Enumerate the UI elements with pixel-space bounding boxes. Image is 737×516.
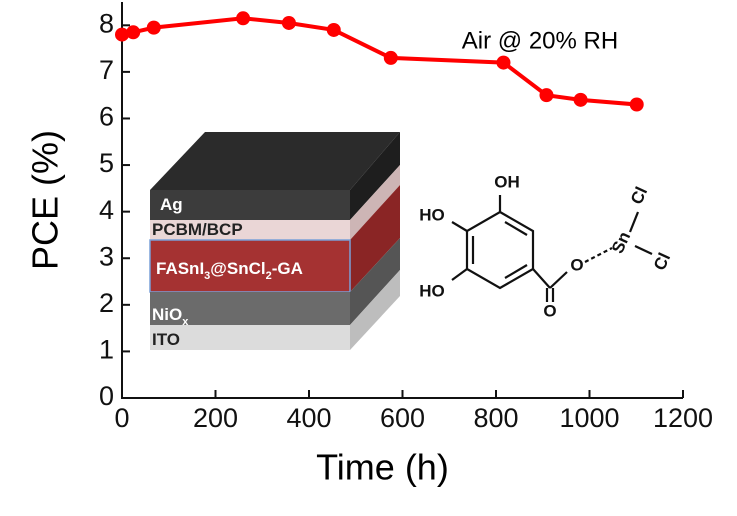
layer-label: PCBM/BCP bbox=[152, 220, 243, 239]
layer-label: ITO bbox=[152, 330, 180, 349]
layer-label-part: Ag bbox=[160, 195, 183, 214]
layer-label: Ag bbox=[160, 195, 183, 214]
data-point bbox=[539, 88, 554, 103]
layer-label-part: -GA bbox=[272, 259, 303, 278]
y-tick-label: 5 bbox=[99, 148, 114, 178]
x-tick-label: 600 bbox=[380, 403, 425, 433]
layer-label-part: PCBM/BCP bbox=[152, 220, 243, 239]
y-tick-label: 2 bbox=[99, 288, 114, 318]
data-point bbox=[573, 92, 588, 107]
molecule-label: OH bbox=[494, 172, 520, 191]
layer-label-part: @SnCl bbox=[210, 259, 265, 278]
molecule-label: O bbox=[543, 301, 556, 320]
data-point bbox=[629, 97, 644, 112]
molecule-label: Sn bbox=[608, 229, 634, 257]
y-tick-label: 3 bbox=[99, 241, 114, 271]
data-point bbox=[126, 25, 141, 40]
layer-label: FASnI3@SnCl2-GA bbox=[156, 259, 303, 281]
layer-label-part: 2 bbox=[266, 270, 272, 282]
x-tick-label: 1200 bbox=[653, 403, 713, 433]
y-tick-label: 8 bbox=[99, 8, 114, 38]
device-stack bbox=[149, 132, 400, 350]
layer-label-part: NiO bbox=[152, 305, 182, 324]
layer-label-part: 3 bbox=[204, 270, 210, 282]
data-point bbox=[236, 11, 251, 26]
y-tick-label: 6 bbox=[99, 102, 114, 132]
data-point bbox=[383, 50, 398, 65]
molecule-label: HO bbox=[419, 205, 445, 224]
data-point bbox=[115, 27, 129, 42]
molecule-label: HO bbox=[419, 281, 445, 300]
annotation: Air @ 20% RH bbox=[462, 27, 618, 54]
x-tick-label: 800 bbox=[473, 403, 518, 433]
molecule bbox=[451, 195, 653, 302]
molecule-label: O bbox=[570, 255, 583, 274]
y-axis-title: PCE (%) bbox=[25, 130, 66, 270]
y-tick-label: 1 bbox=[99, 335, 114, 365]
x-tick-label: 1000 bbox=[559, 403, 619, 433]
data-point bbox=[496, 55, 511, 70]
molecule-label: Cl bbox=[650, 250, 674, 273]
layer-label-part: x bbox=[182, 316, 189, 328]
layer-label: NiOx bbox=[152, 305, 189, 327]
x-tick-label: 400 bbox=[286, 403, 331, 433]
data-point bbox=[281, 15, 296, 30]
data-point bbox=[146, 20, 161, 35]
y-tick-label: 7 bbox=[99, 55, 114, 85]
layer-label-part: FASnI bbox=[156, 259, 204, 278]
x-tick-label: 200 bbox=[193, 403, 238, 433]
x-tick-label: 0 bbox=[114, 403, 129, 433]
y-tick-label: 0 bbox=[99, 381, 114, 411]
molecule-label: Cl bbox=[627, 184, 651, 207]
layer-label-part: ITO bbox=[152, 330, 180, 349]
data-point bbox=[326, 22, 341, 37]
y-tick-label: 4 bbox=[99, 195, 114, 225]
x-axis-title: Time (h) bbox=[316, 447, 449, 488]
